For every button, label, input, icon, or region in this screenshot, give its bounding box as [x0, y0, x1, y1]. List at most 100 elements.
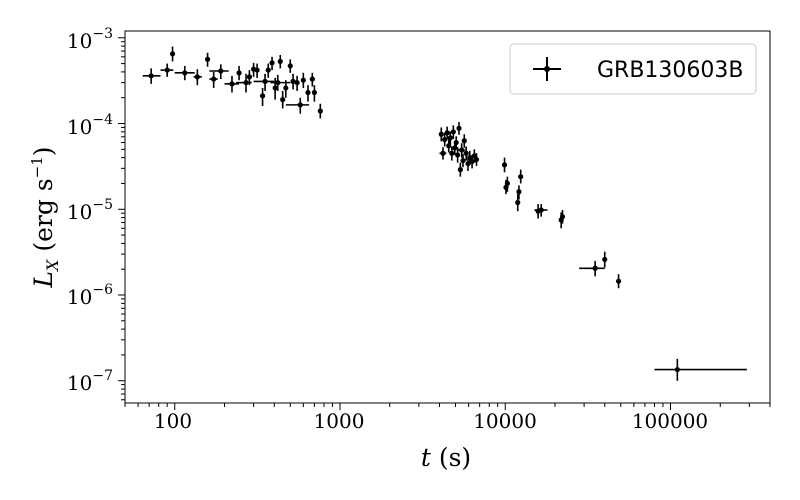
data-point — [300, 72, 306, 88]
data-point — [450, 125, 456, 139]
data-marker — [469, 158, 475, 165]
data-point — [453, 136, 459, 150]
data-point — [458, 143, 465, 158]
data-point — [142, 68, 161, 84]
data-marker — [287, 63, 293, 69]
data-point — [602, 251, 608, 268]
legend-label: GRB130603B — [597, 58, 744, 83]
data-point — [457, 162, 463, 177]
y-tick-exponent: −5 — [92, 197, 113, 213]
data-point — [193, 69, 202, 86]
data-marker — [447, 135, 453, 141]
data-marker — [449, 150, 455, 156]
data-marker — [463, 150, 469, 156]
data-marker — [164, 67, 170, 73]
data-point — [515, 194, 521, 212]
y-tick-exponent: −6 — [92, 282, 113, 298]
data-point — [504, 176, 510, 192]
data-marker — [516, 189, 522, 195]
data-marker — [283, 85, 289, 91]
data-marker — [538, 207, 544, 213]
data-point — [446, 138, 452, 153]
data-point — [311, 85, 318, 102]
data-point — [438, 127, 444, 142]
data-point — [294, 75, 300, 91]
data-point — [270, 74, 291, 91]
data-point — [265, 63, 271, 78]
data-point — [169, 46, 176, 62]
data-marker — [460, 157, 466, 164]
data-point — [317, 103, 323, 119]
data-point — [534, 204, 548, 217]
data-marker — [515, 199, 521, 206]
x-tick-label: 100000 — [632, 409, 708, 433]
data-point — [160, 63, 174, 77]
svg-text:10−5: 10−5 — [67, 197, 113, 224]
data-point — [269, 56, 275, 71]
data-point — [246, 70, 253, 86]
data-marker — [265, 67, 271, 73]
data-point — [518, 169, 524, 184]
data-point — [501, 157, 508, 173]
legend: GRB130603B — [509, 43, 757, 95]
data-marker — [269, 60, 275, 66]
data-marker — [446, 143, 452, 149]
data-point — [204, 52, 211, 67]
data-point — [224, 75, 240, 93]
x-axis: 100 1000 10000 100000 — [154, 409, 708, 433]
data-marker — [592, 265, 598, 271]
y-axis-label-unit-exponent: −1 — [28, 156, 46, 178]
data-marker — [182, 70, 188, 76]
data-point — [253, 73, 275, 91]
data-point — [280, 90, 286, 109]
data-point — [449, 146, 455, 161]
data-marker — [459, 147, 465, 153]
data-marker — [275, 80, 281, 86]
data-marker — [444, 130, 450, 136]
data-point — [463, 146, 469, 161]
data-point — [461, 134, 467, 148]
data-marker — [438, 131, 444, 137]
data-point — [254, 63, 260, 78]
data-marker — [674, 366, 680, 373]
data-marker — [501, 162, 508, 168]
data-marker — [169, 51, 176, 57]
data-marker — [461, 138, 467, 144]
x-axis-label-variable: t — [421, 443, 432, 472]
data-marker — [254, 67, 260, 73]
y-tick-1e-4: 10−4 — [67, 112, 113, 139]
svg-text:10−7: 10−7 — [67, 368, 113, 395]
data-marker — [148, 73, 154, 79]
data-marker — [300, 77, 306, 83]
y-axis-label-close: ) — [29, 146, 58, 156]
data-marker — [294, 80, 300, 86]
data-marker — [504, 180, 510, 187]
data-marker — [518, 174, 524, 180]
x-tick-label: 10000 — [473, 409, 537, 433]
data-point — [456, 122, 462, 135]
x-tick-label: 1000 — [314, 409, 365, 433]
y-tick-1e-6: 10−6 — [67, 282, 113, 309]
data-point — [516, 185, 522, 200]
legend-marker-point — [544, 66, 550, 72]
data-marker — [309, 76, 315, 82]
data-marker — [246, 74, 253, 80]
data-marker — [602, 256, 608, 263]
data-point — [309, 72, 315, 87]
y-axis-label-unit: (erg s — [29, 178, 58, 259]
data-marker — [305, 89, 311, 96]
data-layer — [142, 46, 747, 381]
data-marker — [280, 97, 286, 103]
y-tick-exponent: −4 — [92, 112, 113, 128]
data-point — [259, 87, 266, 107]
data-point — [559, 210, 566, 224]
data-marker — [259, 93, 266, 99]
data-marker — [297, 102, 303, 108]
y-tick-1e-7: 10−7 — [67, 368, 113, 395]
data-marker — [467, 155, 473, 161]
data-point — [444, 126, 450, 140]
data-marker — [211, 76, 217, 82]
data-marker — [317, 108, 323, 114]
y-tick-exponent: −3 — [92, 26, 113, 42]
